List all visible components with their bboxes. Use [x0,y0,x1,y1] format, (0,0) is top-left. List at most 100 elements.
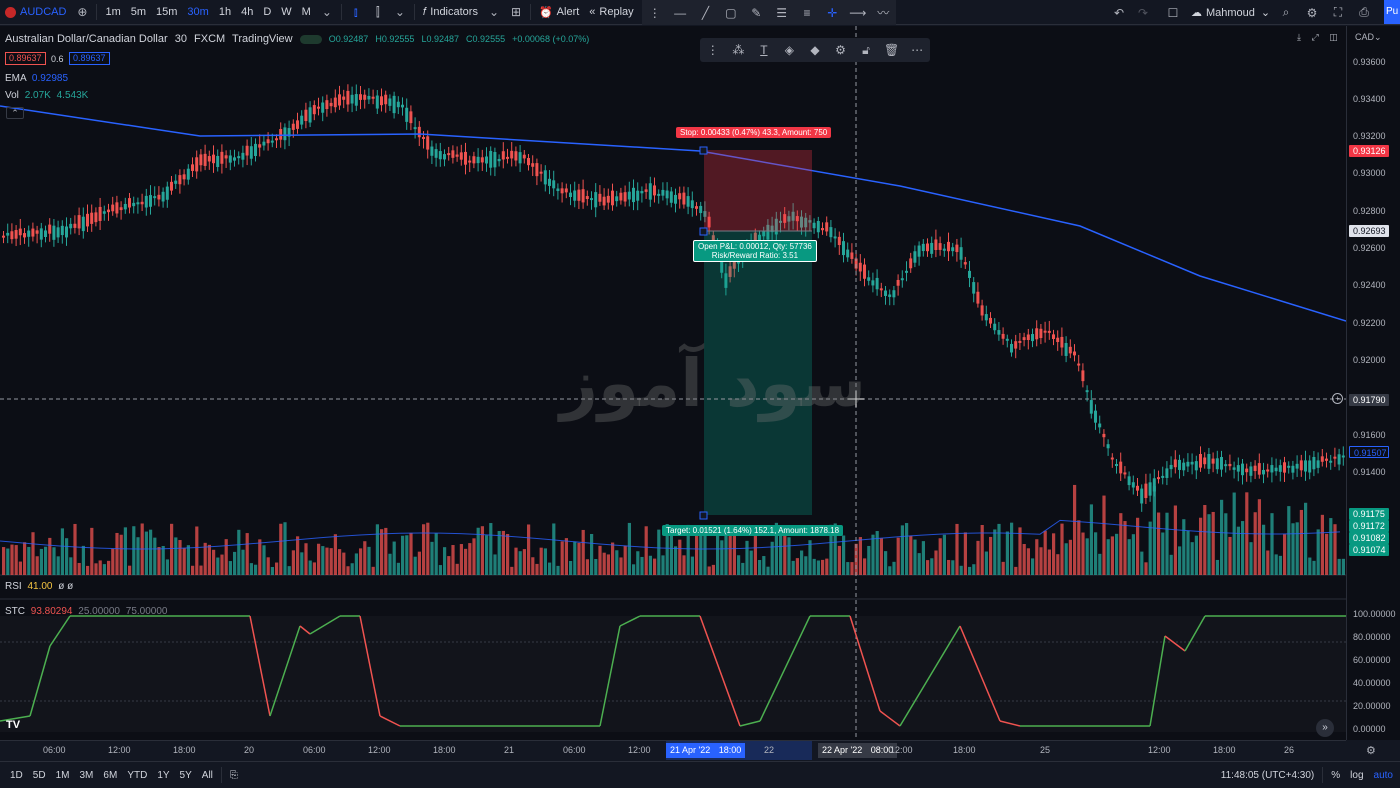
timeframe-4h[interactable]: 4h [241,6,254,18]
stc-line-segment [899,625,961,727]
fib-retracement-icon[interactable]: ☰ [776,5,788,20]
compare-plus-icon[interactable]: ⊕ [77,5,88,19]
price-label: 0.93200 [1353,131,1386,141]
range-1d[interactable]: 1D [10,769,23,781]
time-axis[interactable]: TV 06:00 12:00 18:00 20 06:00 12:00 18:0… [0,719,1346,760]
timeframe-m[interactable]: M [301,6,311,18]
drag-handle-icon[interactable]: ⋮ [648,5,661,20]
volume-bar [409,532,413,575]
gear-icon[interactable]: ⚙ [835,43,846,57]
timeframe-d[interactable]: D [263,6,272,18]
log-toggle[interactable]: log [1350,769,1364,781]
timeframe-1h[interactable]: 1h [218,6,232,18]
chevron-down-icon[interactable]: ⌄ [394,5,405,19]
layout-grid-icon[interactable]: ⊞ [510,5,521,19]
candle-body [594,192,598,208]
volume-bar [602,552,606,575]
collapse-legend-icon[interactable]: ⌃ [6,107,24,119]
candle-body [1312,456,1316,470]
candle-body [1110,457,1114,460]
candle-body [1102,433,1106,438]
timeframe-1m[interactable]: 1m [105,6,121,18]
candle-body [1161,475,1165,478]
layout-square-icon[interactable]: ☐ [1167,5,1179,20]
chevron-down-icon[interactable]: ⌄ [488,5,499,19]
more-icon[interactable]: ⋯ [911,43,924,57]
price-scale[interactable]: ⤓ ⤢ ◫ CAD⌄ 0.93600 0.93400 0.93200 0.930… [1297,26,1400,740]
range-ytd[interactable]: YTD [127,769,148,781]
volume-bar [48,537,52,575]
indicators-button[interactable]: 𝑓 Indicators [418,0,483,25]
user-menu[interactable]: ☁ Mahmoud ⌄ [1186,0,1275,25]
scroll-to-realtime-icon[interactable]: » [1316,719,1334,737]
bar-style-icon[interactable]: ⫿ [375,4,380,19]
time-label: 12:00 [1148,745,1171,755]
timeframe-30m[interactable]: 30m [187,6,209,18]
volume-bar [1253,512,1257,575]
undo-icon[interactable]: ↶ [1113,5,1125,20]
candle-body [375,95,379,109]
auto-toggle[interactable]: auto [1373,769,1393,781]
chart-pane[interactable] [0,26,1346,740]
camera-icon[interactable]: ⎙ [1359,5,1369,19]
range-6m[interactable]: 6M [103,769,118,781]
horizontal-line-icon[interactable]: — [674,5,687,20]
templates-icon[interactable]: ⁂ [732,43,745,57]
rectangle-icon[interactable]: ▢ [725,5,737,20]
currency-label[interactable]: CAD⌄ [1355,32,1382,43]
add-alert-icon[interactable]: + [1332,393,1343,404]
go-to-date-icon[interactable]: ⎘ [229,769,238,781]
long-position-icon[interactable]: ≡ [803,5,811,20]
clock-label[interactable]: 11:48:05 (UTC+4:30) [1220,769,1315,781]
chevron-down-icon[interactable]: ⌄ [321,5,332,19]
chart-canvas[interactable] [0,26,1346,740]
scroll-down-icon[interactable]: ⤓ [1297,32,1301,42]
crosshair-icon[interactable]: ✛ [827,5,838,20]
candle-body [699,205,703,214]
publish-button[interactable]: Pu [1384,0,1400,24]
search-icon[interactable]: ⌕ [1282,5,1290,19]
timeframe-w[interactable]: W [281,6,292,18]
percent-toggle[interactable]: % [1331,769,1341,781]
range-5y[interactable]: 5Y [179,769,192,781]
buy-price-box[interactable]: 0.89637 [69,52,110,65]
range-all[interactable]: All [201,769,213,781]
path-icon[interactable]: 〰 [877,6,890,20]
sell-price-box[interactable]: 0.89637 [5,52,46,65]
range-1m[interactable]: 1M [55,769,70,781]
line-color-icon[interactable]: ◆ [810,43,820,57]
symbol-search[interactable]: AUDCAD [0,0,71,25]
collapse-pane-icon[interactable]: ◫ [1329,32,1338,42]
time-axis-settings-icon[interactable]: ⚙ [1366,745,1376,757]
maximize-pane-icon[interactable]: ⤢ [1311,32,1319,42]
volume-bar [1241,521,1245,575]
trend-line-icon[interactable]: ╱ [701,5,710,20]
trash-icon[interactable]: 🗑︎ [883,43,900,57]
range-5d[interactable]: 5D [32,769,46,781]
candles-style-icon[interactable]: ⫾ [353,4,358,19]
replay-button[interactable]: « Replay [584,0,638,25]
brush-icon[interactable]: ✎ [751,5,762,20]
alert-button[interactable]: ⏰ Alert [534,0,584,25]
ray-icon[interactable]: ⟶ [849,5,867,20]
range-1y[interactable]: 1Y [157,769,170,781]
volume-bar [724,528,728,575]
fullscreen-icon[interactable]: ⛶ [1333,5,1343,19]
timeframe-5m[interactable]: 5m [130,6,147,18]
volume-bar [493,554,497,575]
volume-bar [657,529,661,575]
drag-handle-icon[interactable]: ⋮ [706,43,719,57]
fill-color-icon[interactable]: ◈ [784,43,795,57]
volume-bar [228,561,232,575]
volume-bar [632,564,636,575]
range-3m[interactable]: 3M [79,769,94,781]
stc-scale-label: 100.00000 [1353,609,1396,619]
redo-icon[interactable]: ↷ [1137,5,1149,20]
lock-icon[interactable]: 🔓︎ [862,42,870,57]
gear-icon[interactable]: ⚙ [1306,5,1318,20]
tradingview-logo-icon[interactable]: TV [6,719,21,731]
volume-bar [443,547,447,575]
timeframe-15m[interactable]: 15m [156,6,178,18]
text-icon[interactable]: T [760,43,768,57]
candle-body [1262,469,1265,475]
